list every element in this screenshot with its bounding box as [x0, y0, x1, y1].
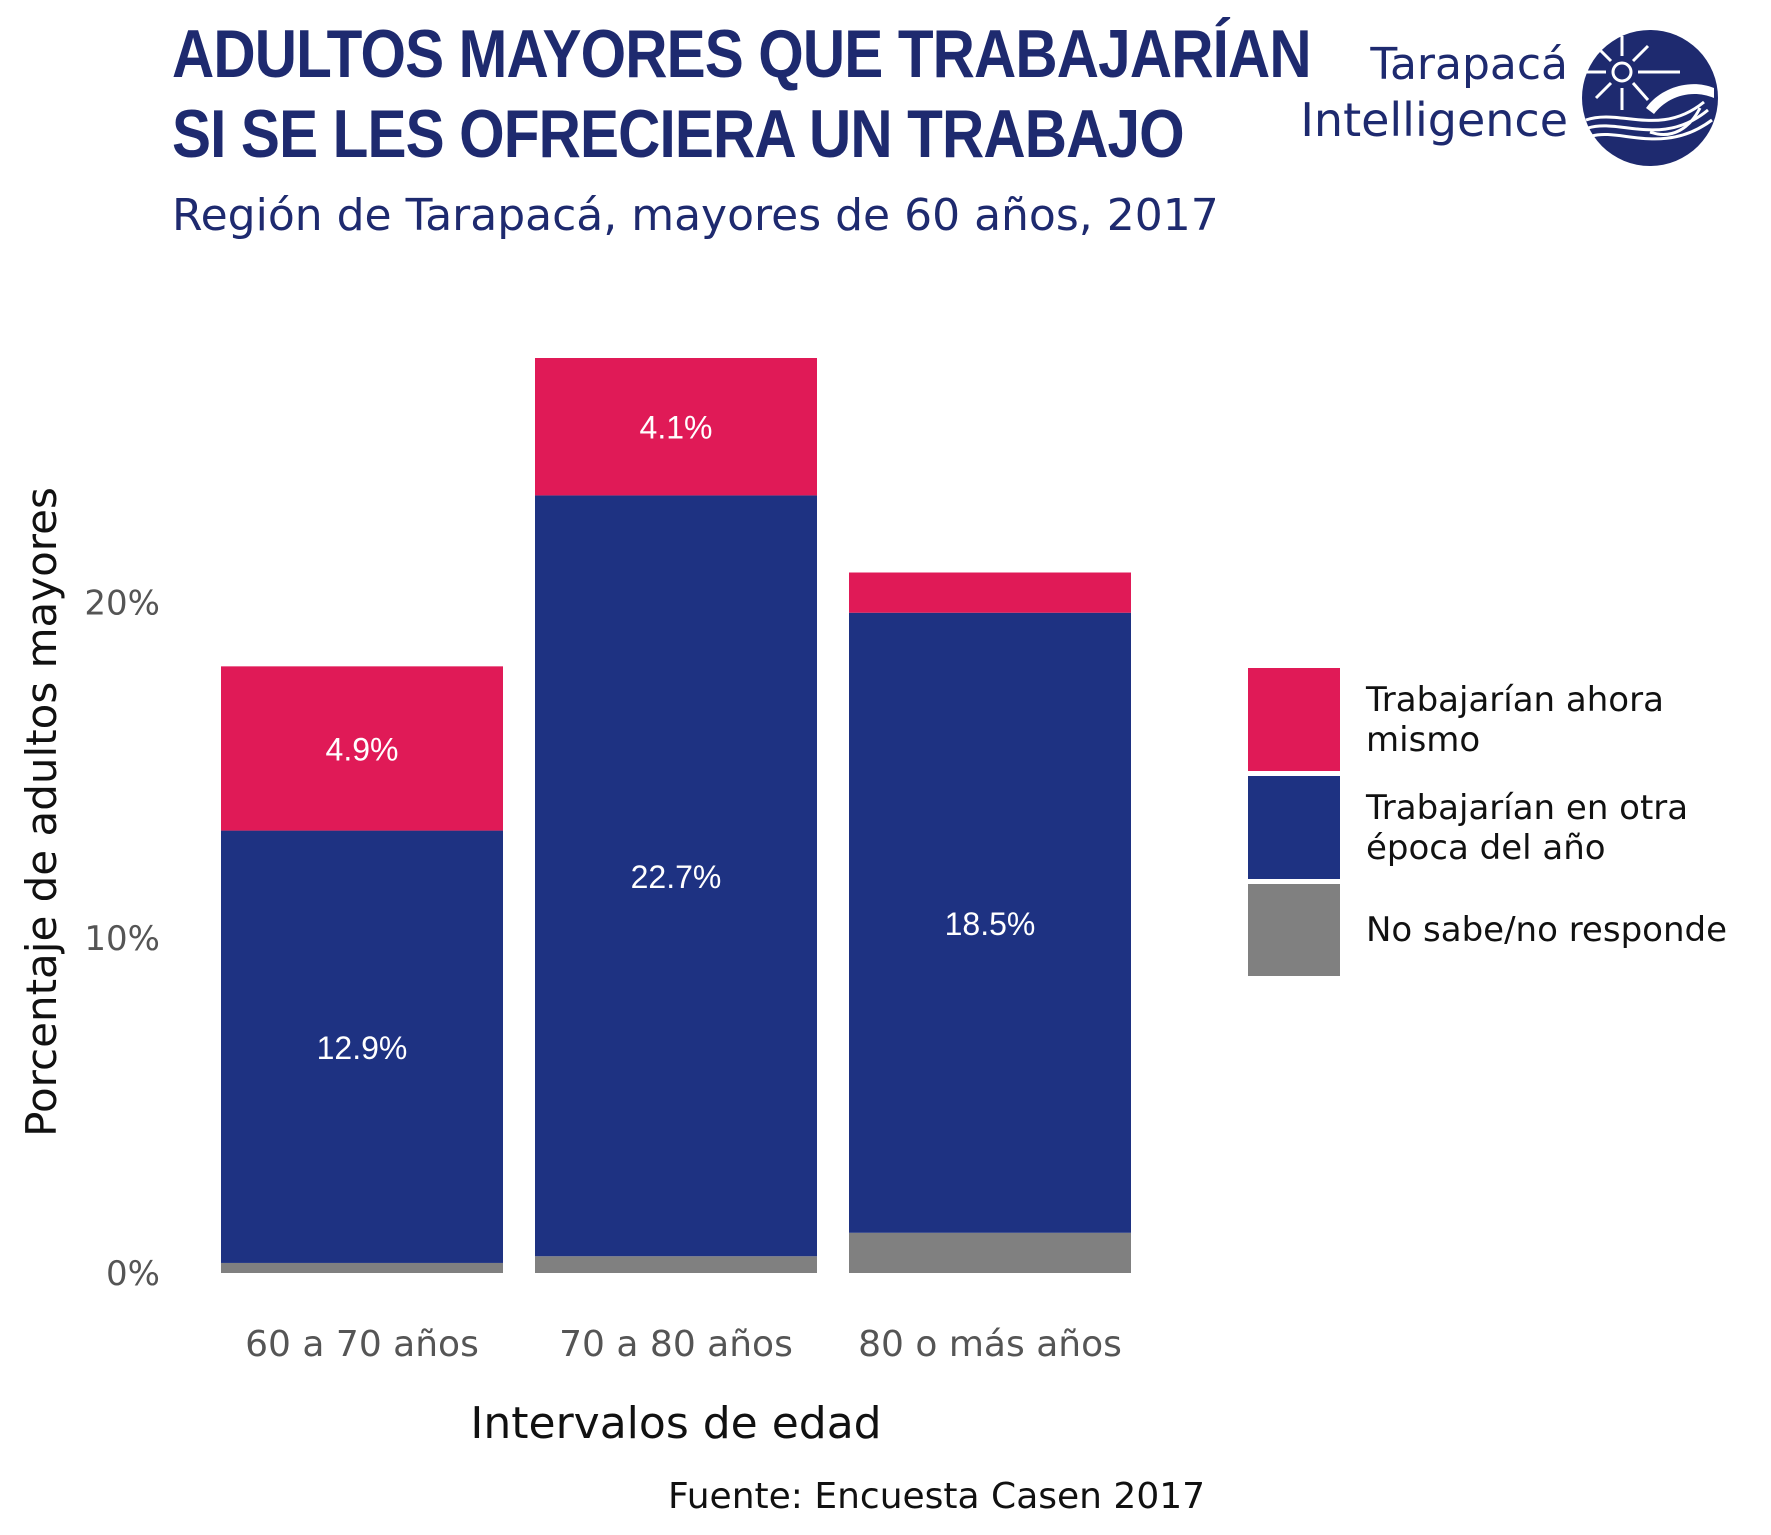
bar-segment-now-3 [849, 572, 1131, 613]
data-labels-group: 12.9% 4.9% 22.7% 4.1% 18.5% [317, 410, 1036, 1066]
legend-label-other-season: Trabajarían en otra época del año [1366, 788, 1688, 868]
tarapaca-intelligence-logo: Tarapacá Intelligence [1280, 28, 1720, 178]
logo-text: Tarapacá Intelligence [1300, 38, 1568, 148]
bars-group [221, 358, 1131, 1273]
y-tick-label-3: 20% [84, 584, 160, 624]
legend-swatch-now [1248, 668, 1340, 771]
data-label-other-season-3: 18.5% [945, 906, 1036, 942]
x-axis-title: Intervalos de edad [470, 1398, 881, 1449]
x-tick-label-2: 70 a 80 años [559, 1324, 793, 1365]
data-label-now-1: 4.9% [326, 731, 399, 767]
legend-label-now-line-1: Trabajarían ahora [1366, 680, 1664, 720]
globe-sun-logo-icon [1582, 30, 1718, 166]
logo-text-line-2: Intelligence [1300, 93, 1568, 147]
data-label-other-season-2: 22.7% [631, 859, 722, 895]
legend-label-no-answer-line-1: No sabe/no responde [1366, 910, 1728, 950]
data-label-now-2: 4.1% [640, 410, 713, 446]
bar-segment-no-answer-2 [535, 1256, 817, 1273]
legend-label-now: Trabajarían ahora mismo [1366, 680, 1664, 760]
y-axis-title: Porcentaje de adultos mayores [17, 487, 66, 1137]
legend-label-no-answer: No sabe/no responde [1366, 910, 1727, 950]
data-label-other-season-1: 12.9% [317, 1030, 408, 1066]
chart-title: ADULTOS MAYORES QUE TRABAJARÍAN SI SE LE… [172, 14, 1312, 174]
x-tick-label-3: 80 o más años [858, 1324, 1122, 1365]
chart-title-line-2: SI SE LES OFRECIERA UN TRABAJO [172, 96, 1185, 172]
legend-swatch-no-answer [1248, 884, 1340, 976]
y-tick-label-2: 10% [84, 919, 160, 959]
y-tick-label-1: 0% [106, 1254, 160, 1294]
source-note: Fuente: Encuesta Casen 2017 [668, 1476, 1206, 1517]
legend-label-other-season-line-2: época del año [1366, 828, 1606, 868]
bar-segment-no-answer-1 [221, 1262, 503, 1273]
logo-text-line-1: Tarapacá [1370, 39, 1568, 90]
bar-segment-now-2 [535, 358, 817, 496]
legend-label-other-season-line-1: Trabajarían en otra [1366, 788, 1689, 828]
bar-segment-other-season-1 [221, 830, 503, 1263]
bar-segment-now-1 [221, 666, 503, 831]
chart-title-line-1: ADULTOS MAYORES QUE TRABAJARÍAN [172, 16, 1312, 92]
y-axis-ticks: 0% 10% 20% [84, 584, 160, 1294]
x-tick-label-1: 60 a 70 años [245, 1324, 479, 1365]
x-axis-ticks: 60 a 70 años 70 a 80 años 80 o más años [245, 1324, 1122, 1365]
bar-segment-other-season-2 [535, 495, 817, 1257]
chart-subtitle: Región de Tarapacá, mayores de 60 años, … [172, 190, 1219, 241]
bar-segment-other-season-3 [849, 612, 1131, 1233]
legend-label-now-line-2: mismo [1366, 720, 1481, 760]
legend-swatch-other-season [1248, 776, 1340, 879]
bar-segment-no-answer-3 [849, 1232, 1131, 1273]
